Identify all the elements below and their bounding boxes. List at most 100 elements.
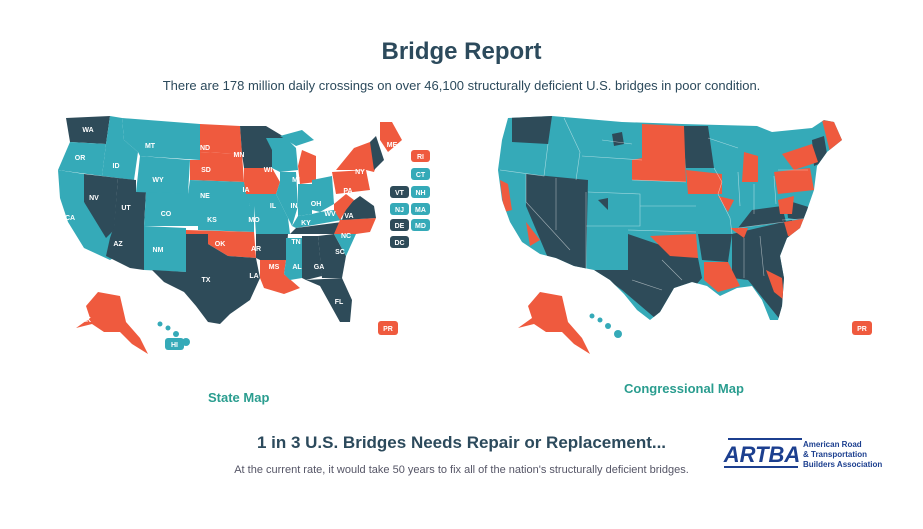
state-map[interactable]: WA OR CA ID NV UT AZ MT WY CO NM ND SD N… bbox=[40, 110, 450, 370]
artba-logo-mark: ARTBA bbox=[723, 442, 801, 467]
logo-line-2: & Transportation bbox=[803, 450, 868, 459]
state-label-nc: NC bbox=[341, 233, 351, 240]
state-shape-ms[interactable] bbox=[284, 238, 302, 280]
state-label-oh: OH bbox=[311, 201, 322, 208]
svg-text:DC: DC bbox=[394, 240, 404, 247]
small-state-hi[interactable]: HI bbox=[165, 338, 184, 350]
state-label-id: ID bbox=[113, 163, 120, 170]
state-pr-button[interactable]: PR bbox=[378, 321, 398, 335]
state-shape-wy[interactable] bbox=[136, 156, 190, 194]
state-shape-wi[interactable] bbox=[266, 138, 298, 172]
state-shape-mi-up[interactable] bbox=[280, 130, 314, 146]
state-shape-tn[interactable] bbox=[290, 222, 342, 234]
svg-text:RI: RI bbox=[417, 154, 424, 161]
state-label-mn: MN bbox=[234, 152, 245, 159]
state-shape-il[interactable] bbox=[276, 172, 298, 226]
state-shape-sc[interactable] bbox=[334, 234, 356, 256]
state-shape-al[interactable] bbox=[302, 236, 322, 280]
state-shape-ak[interactable] bbox=[76, 292, 148, 354]
state-shape-nv[interactable] bbox=[84, 174, 118, 238]
state-label-mo: MO bbox=[248, 217, 260, 224]
state-map-label[interactable]: State Map bbox=[208, 390, 270, 405]
district-mosaic[interactable] bbox=[482, 110, 892, 370]
state-shape-pa[interactable] bbox=[332, 170, 370, 194]
small-state-nj[interactable]: NJ bbox=[390, 203, 409, 215]
state-shape-mn[interactable] bbox=[240, 126, 286, 168]
state-label-fl: FL bbox=[335, 299, 344, 306]
state-shape-wa[interactable] bbox=[66, 116, 110, 144]
small-state-dc[interactable]: DC bbox=[390, 236, 409, 248]
page-subtitle: There are 178 million daily crossings on… bbox=[162, 78, 761, 93]
state-shape-ut[interactable] bbox=[114, 178, 146, 226]
state-shape-va[interactable] bbox=[342, 196, 376, 220]
state-shape-mi[interactable] bbox=[298, 150, 316, 184]
state-label-me: ME bbox=[387, 142, 398, 149]
small-state-ct[interactable]: CT bbox=[411, 168, 430, 180]
state-shape-mt[interactable] bbox=[122, 118, 200, 160]
state-shape-wv[interactable] bbox=[334, 194, 354, 220]
state-shape-oh[interactable] bbox=[312, 176, 334, 212]
congressional-map[interactable]: PR bbox=[482, 110, 892, 370]
state-shape-tx[interactable] bbox=[152, 234, 260, 324]
state-shape-la[interactable] bbox=[260, 260, 300, 294]
state-shape-ok[interactable] bbox=[186, 230, 256, 258]
state-shape-in[interactable] bbox=[298, 184, 312, 216]
congressional-map-label[interactable]: Congressional Map bbox=[624, 381, 744, 396]
state-label-ut: UT bbox=[121, 205, 131, 212]
state-label-nd: ND bbox=[200, 145, 210, 152]
artba-logo[interactable]: ARTBA bbox=[722, 437, 892, 469]
state-shape-or[interactable] bbox=[58, 142, 106, 176]
logo-line-3: Builders Association bbox=[803, 460, 883, 469]
state-shape-ky[interactable] bbox=[292, 210, 342, 228]
small-state-de[interactable]: DE bbox=[390, 219, 409, 231]
state-shape-ne[interactable] bbox=[188, 180, 250, 206]
state-shape-hi[interactable] bbox=[157, 321, 191, 347]
state-label-tx: TX bbox=[202, 277, 211, 284]
state-label-wy: WY bbox=[152, 177, 164, 184]
state-shape-nm[interactable] bbox=[144, 226, 186, 272]
small-state-key[interactable]: RI CT VT NH NJ MA DE MD DC HI PR bbox=[165, 150, 430, 350]
state-label-ky: KY bbox=[301, 220, 311, 227]
small-state-ri[interactable]: RI bbox=[411, 150, 430, 162]
district-shape-hi[interactable] bbox=[589, 313, 623, 339]
state-shape-co[interactable] bbox=[144, 192, 198, 226]
district-shape-ak[interactable] bbox=[518, 292, 590, 354]
state-shape-ia[interactable] bbox=[244, 168, 280, 194]
footer-note: At the current rate, it would take 50 ye… bbox=[234, 464, 689, 476]
svg-text:MD: MD bbox=[415, 223, 426, 230]
state-label-ga: GA bbox=[314, 264, 325, 271]
state-label-mt: MT bbox=[145, 143, 156, 150]
svg-text:PR: PR bbox=[857, 326, 867, 333]
svg-text:CT: CT bbox=[416, 172, 426, 179]
state-label-ar: AR bbox=[251, 246, 261, 253]
state-shape-ar[interactable] bbox=[256, 234, 288, 260]
state-label-il: IL bbox=[270, 203, 277, 210]
state-label-co: CO bbox=[161, 211, 172, 218]
state-shape-az[interactable] bbox=[106, 226, 144, 270]
state-label-ak: AK bbox=[81, 317, 91, 324]
svg-text:MA: MA bbox=[415, 207, 426, 214]
state-shape-mo[interactable] bbox=[246, 194, 290, 234]
state-shape-ks[interactable] bbox=[198, 206, 254, 232]
small-state-ma[interactable]: MA bbox=[411, 203, 430, 215]
state-shape-nd[interactable] bbox=[200, 124, 242, 154]
small-state-nh[interactable]: NH bbox=[411, 186, 430, 198]
state-shape-ne-region[interactable] bbox=[370, 136, 384, 170]
state-shape-ga[interactable] bbox=[318, 234, 346, 278]
small-state-vt[interactable]: VT bbox=[390, 186, 409, 198]
state-label-ok: OK bbox=[215, 241, 226, 248]
conus-states[interactable] bbox=[58, 116, 402, 324]
state-shape-fl[interactable] bbox=[306, 278, 352, 322]
svg-text:DE: DE bbox=[395, 223, 405, 230]
state-shape-id[interactable] bbox=[102, 116, 138, 180]
state-label-la: LA bbox=[249, 273, 258, 280]
state-shape-ny[interactable] bbox=[336, 142, 378, 172]
artba-logo-text: American Road & Transportation Builders … bbox=[803, 440, 903, 470]
state-shape-me[interactable] bbox=[380, 122, 402, 152]
congressional-pr-button[interactable]: PR bbox=[852, 321, 872, 335]
state-labels: WA OR CA ID NV UT AZ MT WY CO NM ND SD N… bbox=[65, 127, 398, 324]
small-state-md[interactable]: MD bbox=[411, 219, 430, 231]
state-label-nm: NM bbox=[153, 247, 164, 254]
state-shape-sd[interactable] bbox=[190, 152, 244, 182]
state-shape-nc[interactable] bbox=[334, 218, 376, 234]
